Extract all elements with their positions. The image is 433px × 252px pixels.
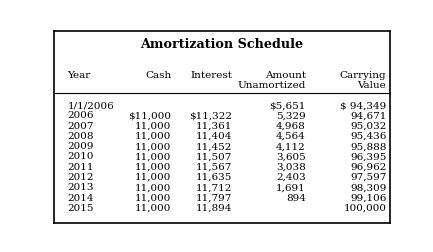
Text: 97,597: 97,597	[350, 173, 386, 182]
Text: 2015: 2015	[68, 204, 94, 213]
Text: 11,507: 11,507	[196, 152, 232, 162]
Text: 2013: 2013	[68, 183, 94, 192]
Text: 11,000: 11,000	[135, 194, 171, 203]
Text: 5,329: 5,329	[276, 111, 306, 120]
Text: 1/1/2006: 1/1/2006	[68, 101, 114, 110]
Text: 99,106: 99,106	[350, 194, 386, 203]
Text: Year: Year	[68, 71, 91, 80]
Text: 11,894: 11,894	[196, 204, 232, 213]
Text: 2014: 2014	[68, 194, 94, 203]
Text: 3,038: 3,038	[276, 163, 306, 172]
Text: 11,361: 11,361	[196, 122, 232, 131]
Text: Amortization Schedule: Amortization Schedule	[140, 38, 304, 51]
Text: 94,671: 94,671	[350, 111, 386, 120]
Text: 11,404: 11,404	[196, 132, 232, 141]
Text: 2,403: 2,403	[276, 173, 306, 182]
Text: 2012: 2012	[68, 173, 94, 182]
Text: 11,000: 11,000	[135, 142, 171, 151]
Text: 100,000: 100,000	[343, 204, 386, 213]
Text: 4,112: 4,112	[276, 142, 306, 151]
Text: Interest: Interest	[190, 71, 232, 80]
Text: 2007: 2007	[68, 122, 94, 131]
Text: 11,452: 11,452	[196, 142, 232, 151]
Text: 11,797: 11,797	[196, 194, 232, 203]
Text: Amount
Unamortized: Amount Unamortized	[237, 71, 306, 90]
Text: 11,567: 11,567	[196, 163, 232, 172]
Text: 11,712: 11,712	[196, 183, 232, 192]
Text: Cash: Cash	[145, 71, 171, 80]
Text: 95,436: 95,436	[350, 132, 386, 141]
Text: 11,000: 11,000	[135, 163, 171, 172]
Text: 2010: 2010	[68, 152, 94, 162]
Text: 2009: 2009	[68, 142, 94, 151]
Text: 11,000: 11,000	[135, 152, 171, 162]
Text: 95,032: 95,032	[350, 122, 386, 131]
Text: 11,000: 11,000	[135, 122, 171, 131]
Text: 98,309: 98,309	[350, 183, 386, 192]
Text: 11,000: 11,000	[135, 183, 171, 192]
Text: 894: 894	[286, 194, 306, 203]
Text: 3,605: 3,605	[276, 152, 306, 162]
Text: 2011: 2011	[68, 163, 94, 172]
Text: 11,000: 11,000	[135, 204, 171, 213]
Text: $ 94,349: $ 94,349	[340, 101, 386, 110]
Text: 2008: 2008	[68, 132, 94, 141]
Text: 11,000: 11,000	[135, 173, 171, 182]
Text: 95,888: 95,888	[350, 142, 386, 151]
Text: $11,000: $11,000	[129, 111, 171, 120]
Text: $5,651: $5,651	[269, 101, 306, 110]
Text: Carrying
Value: Carrying Value	[340, 71, 386, 90]
Text: $11,322: $11,322	[189, 111, 232, 120]
Text: 11,000: 11,000	[135, 132, 171, 141]
Text: 11,635: 11,635	[196, 173, 232, 182]
Text: 4,968: 4,968	[276, 122, 306, 131]
Text: 96,962: 96,962	[350, 163, 386, 172]
Text: 96,395: 96,395	[350, 152, 386, 162]
Text: 1,691: 1,691	[276, 183, 306, 192]
Text: 2006: 2006	[68, 111, 94, 120]
Text: 4,564: 4,564	[276, 132, 306, 141]
